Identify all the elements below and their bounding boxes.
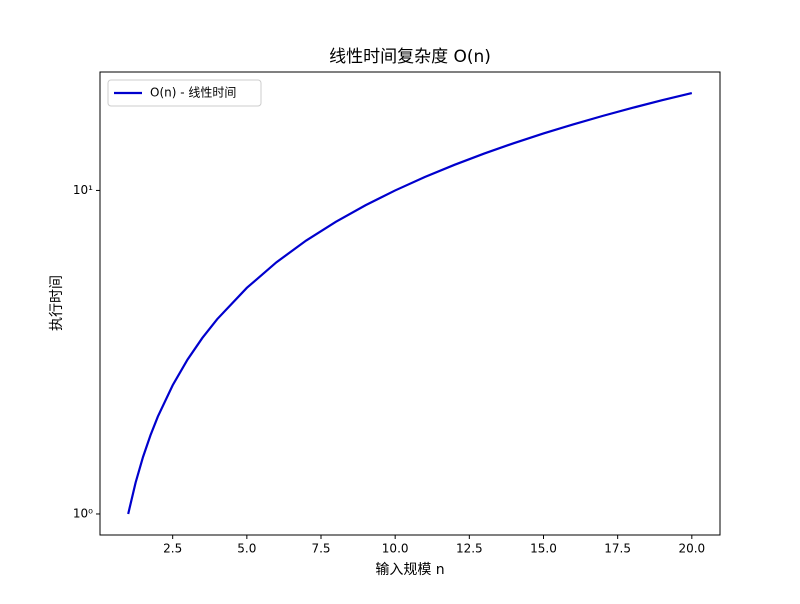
legend-label: O(n) - 线性时间 bbox=[150, 86, 236, 100]
x-tick-label: 12.5 bbox=[456, 542, 483, 556]
y-axis-label: 执行时间 bbox=[49, 275, 65, 331]
chart-title: 线性时间复杂度 O(n) bbox=[329, 47, 491, 67]
x-tick-label: 10.0 bbox=[382, 542, 409, 556]
x-tick-label: 17.5 bbox=[604, 542, 631, 556]
x-tick-label: 15.0 bbox=[530, 542, 557, 556]
x-tick-label: 2.5 bbox=[163, 542, 182, 556]
legend-box bbox=[107, 79, 262, 107]
x-tick-label: 7.5 bbox=[311, 542, 330, 556]
y-tick-label: 10⁰ bbox=[73, 506, 93, 520]
x-axis-label: 输入规模 n bbox=[375, 562, 444, 578]
line bbox=[127, 91, 693, 515]
x-tick-label: 5.0 bbox=[237, 542, 256, 556]
y-tick-label: 10¹ bbox=[73, 183, 93, 197]
plot-frame bbox=[99, 71, 721, 536]
x-tick-label: 20.0 bbox=[678, 542, 705, 556]
